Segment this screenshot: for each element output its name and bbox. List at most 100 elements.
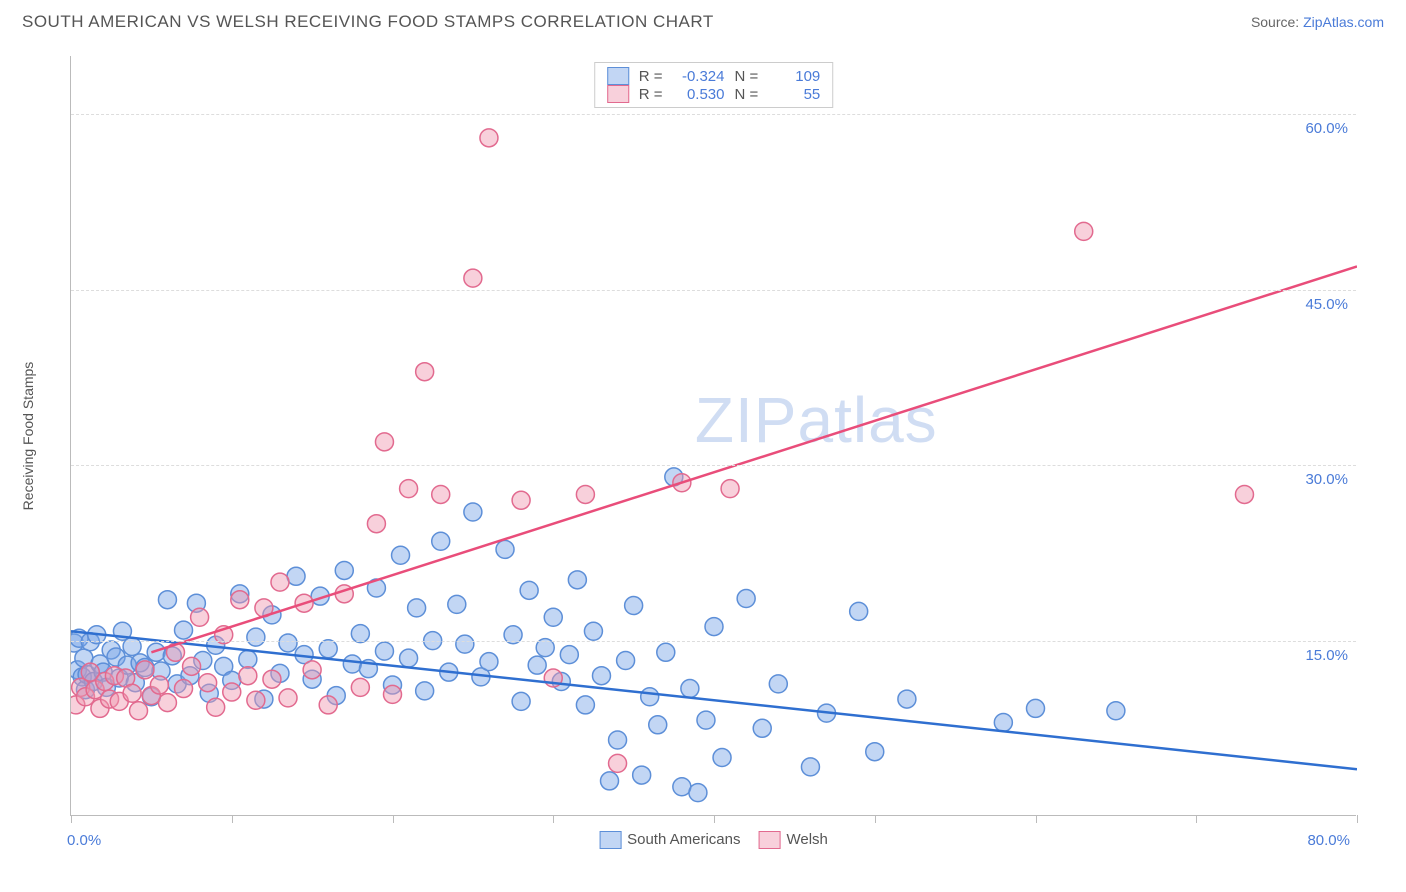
y-tick-label: 15.0% xyxy=(1305,647,1348,664)
data-point xyxy=(609,754,627,772)
data-point xyxy=(239,667,257,685)
data-point xyxy=(351,678,369,696)
data-point xyxy=(584,622,602,640)
data-point xyxy=(464,269,482,287)
data-point xyxy=(175,680,193,698)
data-point xyxy=(279,689,297,707)
chart-header: SOUTH AMERICAN VS WELSH RECEIVING FOOD S… xyxy=(0,0,1406,40)
data-point xyxy=(207,698,225,716)
x-tick xyxy=(71,815,72,823)
data-point xyxy=(416,363,434,381)
data-point xyxy=(657,643,675,661)
data-point xyxy=(512,491,530,509)
x-tick xyxy=(393,815,394,823)
gridline-h xyxy=(71,290,1356,291)
correlation-chart: Receiving Food Stamps ZIPatlas R = -0.32… xyxy=(56,56,1356,816)
data-point xyxy=(400,649,418,667)
data-point xyxy=(689,784,707,802)
data-point xyxy=(400,480,418,498)
x-tick xyxy=(553,815,554,823)
data-point xyxy=(287,567,305,585)
data-point xyxy=(769,675,787,693)
data-point xyxy=(753,719,771,737)
data-point xyxy=(464,503,482,521)
data-point xyxy=(271,573,289,591)
data-point xyxy=(617,651,635,669)
data-point xyxy=(456,635,474,653)
data-point xyxy=(496,540,514,558)
gridline-h xyxy=(71,641,1356,642)
legend-item-welsh: Welsh xyxy=(759,831,828,849)
data-point xyxy=(263,670,281,688)
data-point xyxy=(850,602,868,620)
data-point xyxy=(512,692,530,710)
data-point xyxy=(416,682,434,700)
data-point xyxy=(994,713,1012,731)
data-point xyxy=(1107,702,1125,720)
data-point xyxy=(247,628,265,646)
series-legend: South Americans Welsh xyxy=(599,831,828,849)
data-point xyxy=(375,433,393,451)
source-attribution: Source: ZipAtlas.com xyxy=(1251,14,1384,30)
data-point xyxy=(705,618,723,636)
x-origin-label: 0.0% xyxy=(67,832,101,849)
data-point xyxy=(528,656,546,674)
x-max-label: 80.0% xyxy=(1307,832,1350,849)
data-point xyxy=(191,608,209,626)
source-link[interactable]: ZipAtlas.com xyxy=(1303,14,1384,30)
data-point xyxy=(576,696,594,714)
data-point xyxy=(480,129,498,147)
legend-item-south-americans: South Americans xyxy=(599,831,740,849)
data-point xyxy=(1075,222,1093,240)
data-point xyxy=(303,661,321,679)
data-point xyxy=(392,546,410,564)
plot-area: ZIPatlas R = -0.324 N = 109 R = 0.530 N … xyxy=(70,56,1356,816)
data-point xyxy=(158,694,176,712)
data-point xyxy=(367,515,385,533)
data-point xyxy=(147,643,165,661)
data-point xyxy=(681,680,699,698)
data-point xyxy=(279,634,297,652)
y-tick-label: 45.0% xyxy=(1305,296,1348,313)
data-point xyxy=(335,561,353,579)
swatch-south-americans-bottom xyxy=(599,831,621,849)
y-tick-label: 30.0% xyxy=(1305,471,1348,488)
x-tick xyxy=(1357,815,1358,823)
data-point xyxy=(123,684,141,702)
data-point xyxy=(375,642,393,660)
data-point xyxy=(801,758,819,776)
data-point xyxy=(183,657,201,675)
x-tick xyxy=(714,815,715,823)
gridline-h xyxy=(71,114,1356,115)
data-point xyxy=(544,608,562,626)
x-tick xyxy=(1036,815,1037,823)
data-point xyxy=(592,667,610,685)
data-point xyxy=(898,690,916,708)
gridline-h xyxy=(71,465,1356,466)
data-point xyxy=(633,766,651,784)
data-point xyxy=(641,688,659,706)
data-point xyxy=(1027,699,1045,717)
scatter-svg xyxy=(71,56,1357,816)
data-point xyxy=(247,691,265,709)
data-point xyxy=(1235,485,1253,503)
data-point xyxy=(560,646,578,664)
data-point xyxy=(408,599,426,617)
data-point xyxy=(866,743,884,761)
data-point xyxy=(158,591,176,609)
data-point xyxy=(697,711,715,729)
data-point xyxy=(319,640,337,658)
data-point xyxy=(223,683,241,701)
data-point xyxy=(649,716,667,734)
x-tick xyxy=(875,815,876,823)
data-point xyxy=(384,685,402,703)
data-point xyxy=(136,661,154,679)
y-tick-label: 60.0% xyxy=(1305,120,1348,137)
data-point xyxy=(713,749,731,767)
data-point xyxy=(150,676,168,694)
data-point xyxy=(601,772,619,790)
x-tick xyxy=(1196,815,1197,823)
data-point xyxy=(239,650,257,668)
y-axis-label: Receiving Food Stamps xyxy=(20,362,36,511)
data-point xyxy=(576,485,594,503)
